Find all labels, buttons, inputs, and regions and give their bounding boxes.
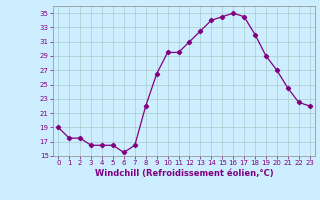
X-axis label: Windchill (Refroidissement éolien,°C): Windchill (Refroidissement éolien,°C) [95,169,273,178]
